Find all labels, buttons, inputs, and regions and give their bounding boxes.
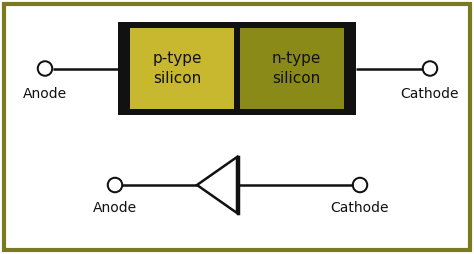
Text: Cathode: Cathode xyxy=(401,87,459,101)
Text: Anode: Anode xyxy=(93,201,137,215)
Text: n-type
silicon: n-type silicon xyxy=(272,51,321,86)
Text: Cathode: Cathode xyxy=(331,201,389,215)
Circle shape xyxy=(109,180,120,190)
Bar xyxy=(234,22,240,115)
Bar xyxy=(118,22,356,115)
Bar xyxy=(239,28,344,109)
Text: p-type
silicon: p-type silicon xyxy=(153,51,202,86)
Circle shape xyxy=(355,180,365,190)
Circle shape xyxy=(425,63,436,74)
Text: Anode: Anode xyxy=(23,87,67,101)
Bar xyxy=(130,28,235,109)
Circle shape xyxy=(39,63,51,74)
